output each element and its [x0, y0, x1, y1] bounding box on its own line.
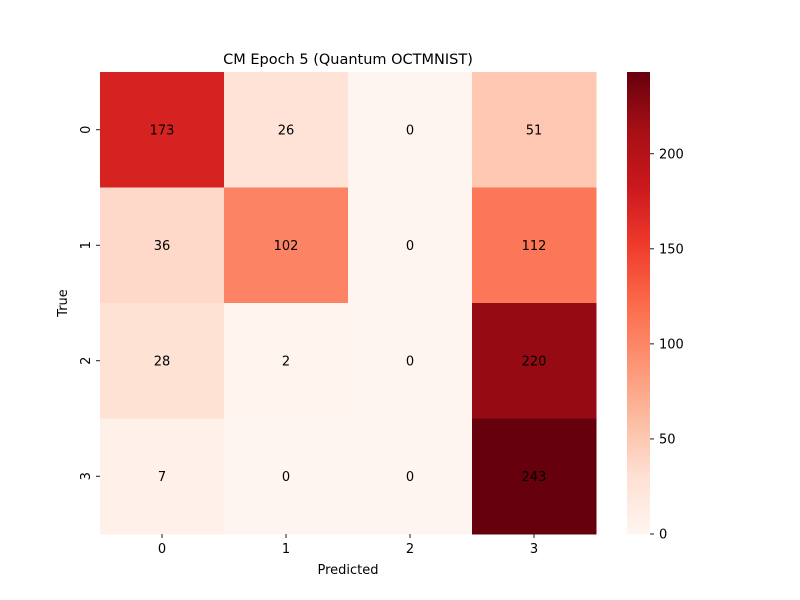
heatmap-cell [348, 303, 473, 419]
cell-value-label: 51 [526, 123, 543, 138]
cell-value-label: 0 [406, 354, 414, 369]
heatmap-cell [224, 72, 349, 188]
y-tick-label: 2 [79, 357, 94, 365]
x-tick-label: 3 [530, 542, 538, 557]
heatmap-cell [472, 187, 597, 304]
cell-value-label: 112 [522, 239, 547, 254]
heatmap-cells [100, 72, 597, 535]
heatmap-cell [100, 72, 225, 188]
cell-value-label: 2 [282, 354, 290, 369]
heatmap-cell-labels: 173 26 0 51 36 102 0 112 28 2 0 220 7 0 0 243 [150, 123, 547, 485]
cell-value-label: 243 [522, 470, 547, 485]
colorbar-ticks: 0 50 100 150 200 [650, 147, 684, 543]
cell-value-label: 220 [522, 354, 547, 369]
colorbar [627, 72, 650, 534]
cell-value-label: 0 [406, 470, 414, 485]
colorbar-tick-label: 0 [659, 528, 667, 543]
y-axis-label: True [56, 289, 71, 318]
x-tick-label: 2 [406, 542, 414, 557]
heatmap-cell [348, 72, 473, 188]
colorbar-tick-label: 50 [659, 432, 676, 447]
cell-value-label: 28 [154, 354, 171, 369]
y-tick-label: 1 [79, 241, 94, 249]
heatmap-cell [472, 418, 597, 535]
cell-value-label: 0 [406, 123, 414, 138]
heatmap-cell [224, 418, 349, 535]
x-axis-label: Predicted [317, 563, 378, 578]
chart-title: CM Epoch 5 (Quantum OCTMNIST) [223, 52, 473, 68]
colorbar-tick-label: 150 [659, 242, 684, 257]
cell-value-label: 0 [406, 239, 414, 254]
heatmap-cell [100, 303, 225, 419]
cell-value-label: 102 [274, 239, 299, 254]
heatmap-cell [224, 187, 349, 304]
y-tick-label: 3 [79, 472, 94, 480]
colorbar-tick-label: 100 [659, 337, 684, 352]
heatmap-cell [472, 72, 597, 188]
heatmap-cell [100, 418, 225, 535]
heatmap-cell [100, 187, 225, 304]
cell-value-label: 7 [158, 470, 166, 485]
heatmap-cell [348, 418, 473, 535]
heatmap-cell [472, 303, 597, 419]
cell-value-label: 26 [278, 123, 295, 138]
cell-value-label: 173 [150, 123, 175, 138]
cell-value-label: 36 [154, 239, 171, 254]
y-tick-label: 0 [79, 126, 94, 134]
x-tick-label: 1 [282, 542, 290, 557]
colorbar-tick-label: 200 [659, 147, 684, 162]
cell-value-label: 0 [282, 470, 290, 485]
heatmap-cell [224, 303, 349, 419]
heatmap-cell [348, 187, 473, 304]
x-tick-label: 0 [158, 542, 166, 557]
x-axis-ticks: 0 1 2 3 [158, 534, 538, 557]
y-axis-ticks: 0 1 2 3 [79, 126, 100, 480]
